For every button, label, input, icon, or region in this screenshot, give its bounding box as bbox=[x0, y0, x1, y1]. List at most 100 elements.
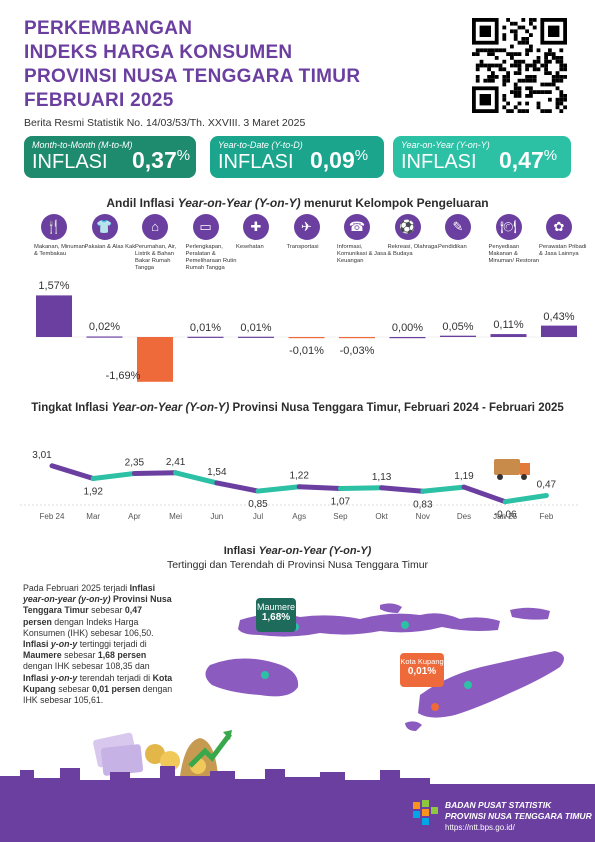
house-icon: ⌂ bbox=[142, 214, 168, 240]
line-segment bbox=[296, 484, 343, 491]
paragraph-segment: Inflasi bbox=[23, 672, 51, 683]
paragraph-segment: Maumere bbox=[23, 650, 65, 661]
line-segment bbox=[255, 484, 302, 494]
card-mtm: Month-to-Month (M-to-M) INFLASI 0,37% bbox=[24, 136, 196, 178]
bar-value-label: 0,00% bbox=[391, 322, 424, 334]
x-tick-label: Jul bbox=[253, 512, 263, 521]
paragraph-segment: Inflasi bbox=[23, 639, 51, 650]
card-ytd-word: INFLASI bbox=[218, 151, 294, 173]
bar bbox=[288, 337, 325, 339]
line-value-label: 2,35 bbox=[125, 458, 145, 469]
money-illustration bbox=[93, 730, 232, 776]
paragraph-segment: sebesar bbox=[64, 650, 98, 661]
care-icon: ✿ bbox=[546, 214, 572, 240]
line-segment bbox=[173, 470, 220, 486]
bar bbox=[238, 336, 274, 338]
footer-band bbox=[0, 784, 595, 842]
card-yoy: Year-on-Year (Y-on-Y) INFLASI 0,47% bbox=[393, 136, 571, 178]
callout-maumere-city: Maumere bbox=[256, 602, 295, 612]
callout-kupang: Kota Kupang 0,01% bbox=[400, 653, 444, 687]
bar-value-label: 0,01% bbox=[240, 321, 272, 334]
bar-value-label: 0,43% bbox=[543, 310, 575, 323]
category-label: Perawatan Pribadi & Jasa Lainnya bbox=[539, 244, 587, 257]
paragraph-segment: tertinggi terjadi di bbox=[79, 639, 147, 650]
paragraph-segment: Provinsi Nusa Tenggara Timur bbox=[23, 594, 172, 616]
bar bbox=[490, 334, 527, 337]
alor-island bbox=[510, 607, 550, 620]
paragraph-segment: 1,68 persen bbox=[97, 650, 147, 661]
line-segment bbox=[461, 484, 508, 505]
card-yoy-word: INFLASI bbox=[401, 151, 477, 173]
line-segment bbox=[379, 485, 426, 494]
paragraph-segment: sebesar bbox=[91, 605, 125, 616]
rote-island bbox=[405, 721, 422, 731]
x-tick-label: Feb 24 bbox=[40, 512, 65, 521]
paragraph-segment: Pada Februari 2025 terjadi bbox=[23, 583, 130, 593]
line-value-label: 1,13 bbox=[372, 472, 392, 483]
line-segment bbox=[90, 471, 137, 482]
release-number: Berita Resmi Statistik No. 14/03/53/Th. … bbox=[24, 117, 306, 129]
bar bbox=[541, 325, 577, 337]
plane-icon: ✈ bbox=[293, 214, 320, 240]
section3-title: Inflasi Year-on-Year (Y-on-Y) bbox=[223, 545, 372, 557]
title-line-4: FEBRUARI 2025 bbox=[24, 90, 174, 111]
paragraph-segment: dengan IHK sebesar 105,61. bbox=[23, 683, 173, 706]
category-label: Transportasi bbox=[286, 244, 319, 250]
bar-value-label: -0,03% bbox=[339, 345, 375, 357]
qr-code-icon[interactable] bbox=[472, 18, 567, 113]
bar-value-label: 0,01% bbox=[189, 321, 222, 334]
category-label: Pakaian & Alas Kaki bbox=[84, 244, 137, 250]
bar bbox=[339, 337, 375, 339]
phone-icon: ☎ bbox=[344, 214, 370, 240]
line-value-label: 0,47 bbox=[537, 480, 557, 491]
summary-paragraph: Pada Februari 2025 terjadi Inflasi year-… bbox=[23, 583, 173, 706]
sofa-icon: ▭ bbox=[192, 214, 219, 240]
marker-atambua bbox=[464, 681, 472, 689]
bar-value-label: 0,11% bbox=[493, 319, 524, 332]
section3-subtitle: Tertinggi dan Terendah di Provinsi Nusa … bbox=[166, 559, 429, 571]
x-tick-label: Mar bbox=[86, 512, 100, 521]
callout-kupang-value: 0,01% bbox=[407, 666, 437, 677]
card-mtm-value: 0,37% bbox=[132, 147, 191, 173]
x-tick-label: Mei bbox=[169, 512, 182, 521]
flores-island bbox=[238, 613, 500, 637]
bar-value-label: 0,05% bbox=[442, 320, 474, 333]
line-value-label: -0,06 bbox=[494, 510, 517, 521]
line-value-label: 0,83 bbox=[413, 499, 433, 510]
health-icon: ✚ bbox=[243, 214, 269, 240]
category-label: Informasi, Komunikasi & Jasa Keuangan bbox=[337, 244, 387, 264]
category-label: Kesehatan bbox=[236, 244, 264, 250]
paragraph-segment: Kota Kupang bbox=[23, 672, 173, 694]
x-tick-label: Des bbox=[457, 512, 471, 521]
paragraph-segment: year-on-year (y-on-y) bbox=[23, 594, 113, 605]
bar bbox=[440, 335, 476, 337]
city-skyline bbox=[0, 766, 430, 786]
book-icon: ✎ bbox=[445, 214, 471, 240]
marker-kupang bbox=[431, 703, 439, 711]
line-segment bbox=[131, 470, 179, 477]
paragraph-segment: terendah terjadi di bbox=[79, 672, 153, 683]
card-ytd-value: 0,09% bbox=[310, 147, 369, 173]
bar bbox=[389, 337, 426, 339]
paragraph-segment: 0,01 persen bbox=[91, 683, 143, 694]
x-tick-label: Ags bbox=[292, 512, 306, 521]
title-line-2: INDEKS HARGA KONSUMEN bbox=[24, 42, 293, 63]
line-value-label: 0,85 bbox=[248, 499, 268, 510]
card-ytd: Year-to-Date (Y-to-D) INFLASI 0,09% bbox=[210, 136, 384, 178]
x-tick-label: Jan 25 bbox=[493, 512, 518, 521]
paragraph-segment: sebesar bbox=[58, 683, 92, 694]
bar-value-label: -1,69% bbox=[105, 369, 141, 382]
category-label: Perlengkapan, Peralatan & Pemeliharaan R… bbox=[185, 244, 237, 271]
footer-org-2: PROVINSI NUSA TENGGARA TIMUR bbox=[445, 811, 592, 821]
category-label: Penyediaan Makanan & Minuman/ Restoran bbox=[488, 244, 540, 264]
paragraph-segment: y-on-y bbox=[50, 639, 80, 650]
sport-icon: ⚽ bbox=[394, 214, 421, 240]
truck-icon bbox=[494, 459, 530, 480]
sumba-island bbox=[205, 658, 299, 697]
footer-url[interactable]: https://ntt.bps.go.id/ bbox=[445, 823, 515, 832]
callout-maumere: Maumere 1,68% bbox=[256, 598, 296, 632]
x-tick-label: Apr bbox=[128, 512, 141, 521]
restaurant-icon: 🍽 bbox=[495, 214, 522, 240]
x-tick-label: Jun bbox=[210, 512, 223, 521]
marker-sumba bbox=[261, 671, 269, 679]
